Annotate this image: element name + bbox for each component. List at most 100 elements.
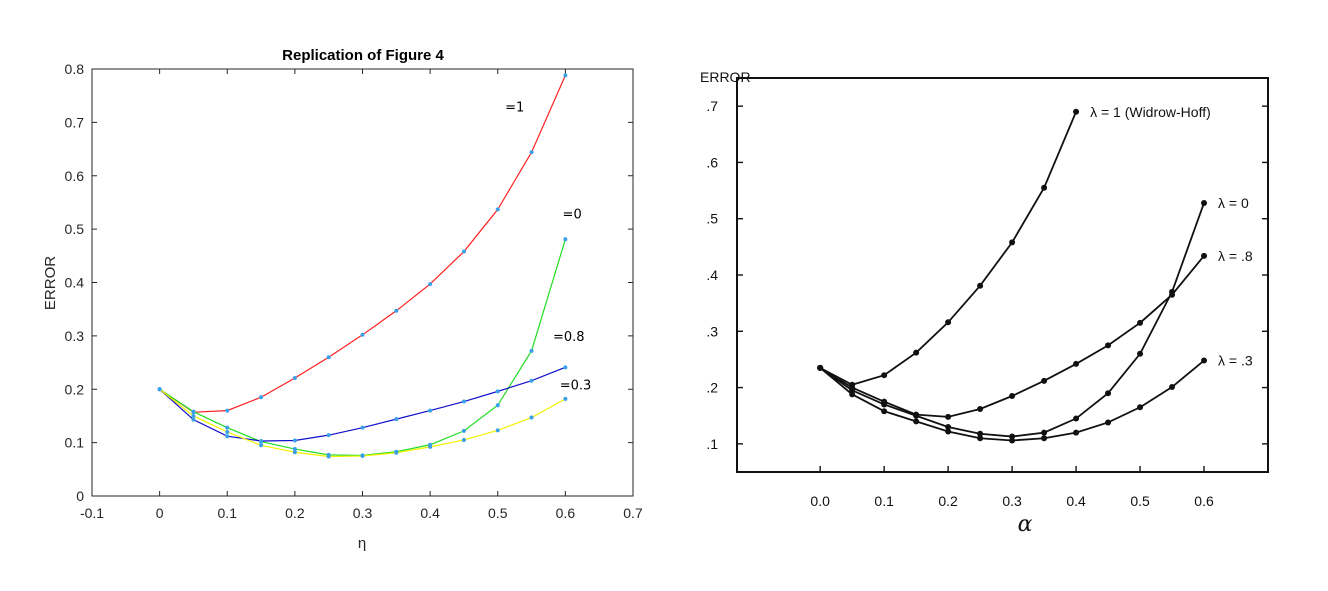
series-left (157, 73, 568, 459)
x-tick-label: 0.3 (353, 505, 373, 521)
y-tick-label: 0.2 (65, 381, 85, 397)
x-tick-label: 0.6 (1194, 493, 1214, 509)
data-point (529, 378, 534, 383)
y-tick-label: .7 (706, 98, 718, 114)
y-tick-label: 0.8 (65, 61, 85, 77)
y-tick-labels-left: 0 0.1 0.2 0.3 0.4 0.5 0.6 0.7 0.8 (65, 61, 85, 504)
data-point (495, 207, 500, 212)
data-point (563, 237, 568, 242)
data-point (881, 372, 888, 379)
data-point (1041, 184, 1048, 191)
data-point (977, 430, 984, 437)
data-point (945, 413, 952, 420)
x-tick-label: -0.1 (80, 505, 104, 521)
data-point (529, 348, 534, 353)
data-point (977, 405, 984, 412)
data-point (495, 403, 500, 408)
data-point (1137, 350, 1144, 357)
data-point (428, 408, 433, 413)
series-label-1-widrow-hoff: λ = 1 (Widrow-Hoff) (1090, 104, 1211, 120)
data-point (461, 437, 466, 442)
series-labels-right: λ = 1 (Widrow-Hoff) λ = 0 λ = .8 λ = .3 (1090, 104, 1253, 369)
x-tick-label: 0.6 (556, 505, 576, 521)
data-point (428, 444, 433, 449)
x-tick-label: 0.3 (1002, 493, 1022, 509)
x-axis-label-left: η (358, 535, 366, 552)
data-point (977, 282, 984, 289)
y-tick-label: .6 (706, 154, 718, 170)
data-point (326, 355, 331, 360)
data-point (461, 428, 466, 433)
x-tick-label: 0 (156, 505, 164, 521)
data-point (461, 249, 466, 254)
series-label-8: λ = .8 (1218, 248, 1253, 264)
data-point (849, 391, 856, 398)
data-point (1201, 357, 1208, 364)
data-point (913, 418, 920, 425)
y-tick-label: .2 (706, 380, 718, 396)
y-tick-labels-right: .1 .2 .3 .4 .5 .6 .7 (706, 98, 718, 452)
x-tick-label: 0.7 (623, 505, 643, 521)
data-point (881, 398, 888, 405)
y-tick-label: 0 (76, 488, 84, 504)
data-point (1201, 199, 1208, 206)
chart-title-left: Replication of Figure 4 (282, 47, 444, 64)
data-point (225, 408, 230, 413)
data-point (292, 447, 297, 452)
y-axis-label-right: ERROR (700, 69, 751, 85)
data-point (1201, 252, 1208, 259)
y-tick-label: .1 (706, 436, 718, 452)
data-point (191, 409, 196, 414)
data-point (977, 435, 984, 442)
y-tick-label: 0.5 (65, 221, 85, 237)
series-label-3: λ = .3 (1218, 353, 1253, 369)
data-point (1137, 404, 1144, 411)
data-point (1169, 291, 1176, 298)
data-point (225, 434, 230, 439)
x-tick-label: 0.1 (874, 493, 894, 509)
series-label-1: =1 (505, 101, 524, 116)
data-point (1073, 108, 1080, 115)
data-point (1105, 342, 1112, 349)
x-tick-labels-left: -0.1 0 0.1 0.2 0.3 0.4 0.5 0.6 0.7 (80, 505, 643, 521)
x-tick-label: 0.1 (218, 505, 238, 521)
x-tick-label: 0.4 (420, 505, 440, 521)
x-tick-label: 0.2 (938, 493, 958, 509)
data-point (225, 425, 230, 430)
data-point (945, 423, 952, 430)
data-point (945, 428, 952, 435)
data-point (360, 425, 365, 430)
data-point (360, 453, 365, 458)
tick-marks-left (91, 68, 634, 497)
data-point (1009, 239, 1016, 246)
y-tick-label: 0.4 (65, 275, 85, 291)
data-point (1041, 429, 1048, 436)
original-chart: 0.0 0.1 0.2 0.3 0.4 0.5 0.6 .1 .2 .3 .4 .5 .6 .7 λ =… (700, 69, 1269, 537)
x-tick-label: 0.5 (488, 505, 508, 521)
y-tick-label: 0.7 (65, 114, 85, 130)
series-label-0-8: =0.8 (553, 330, 585, 345)
data-point (259, 439, 264, 444)
y-tick-label: 0.3 (65, 328, 85, 344)
data-point (913, 411, 920, 418)
data-point (817, 364, 824, 371)
replication-chart: -0.1 0 0.1 0.2 0.3 0.4 0.5 0.6 0.7 00.10.20.30.4… (42, 47, 643, 552)
series-label-0: =0 (563, 207, 582, 222)
data-point (191, 417, 196, 422)
y-axis-label-left: ERROR (42, 256, 59, 310)
data-point (461, 399, 466, 404)
data-point (326, 433, 331, 438)
y-tick-label: .3 (706, 323, 718, 339)
tick-marks-right (737, 105, 1268, 472)
y-tick-label: .5 (706, 211, 718, 227)
data-point (259, 443, 264, 448)
data-point (292, 450, 297, 455)
x-tick-label: 0.0 (810, 493, 830, 509)
data-point (495, 389, 500, 394)
data-point (394, 417, 399, 422)
x-tick-label: 0.5 (1130, 493, 1150, 509)
data-point (1169, 384, 1176, 391)
data-point (394, 308, 399, 313)
series-label-0: λ = 0 (1218, 195, 1249, 211)
